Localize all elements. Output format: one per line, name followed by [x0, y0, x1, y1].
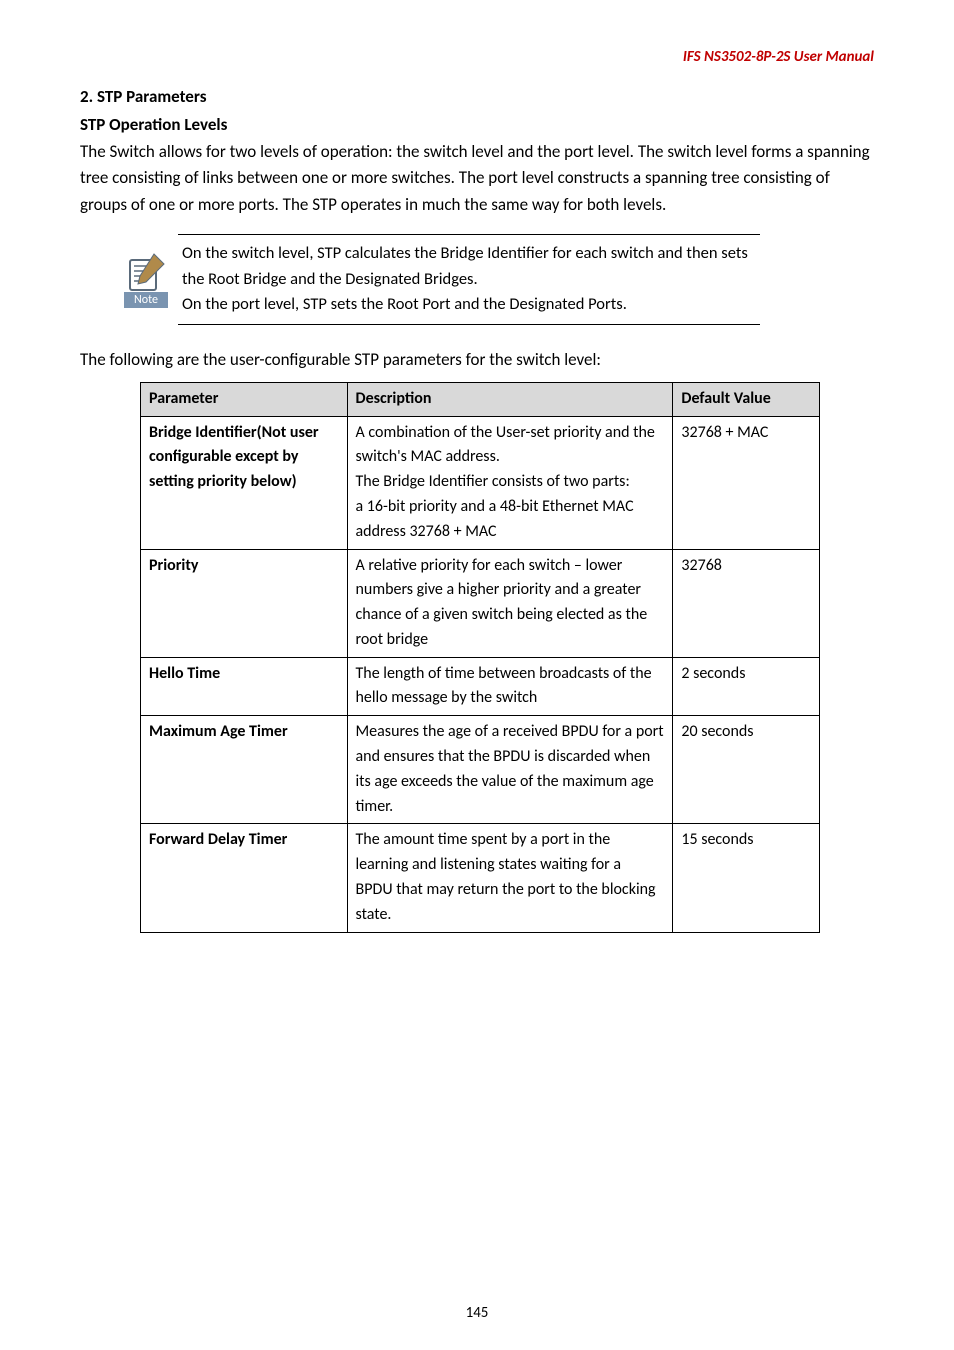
intro-paragraph: The Switch allows for two levels of oper…	[80, 139, 874, 218]
note-pencil-icon	[124, 250, 168, 294]
cell-default-value: 2 seconds	[673, 657, 820, 716]
th-description: Description	[347, 382, 673, 416]
cell-default-value: 15 seconds	[673, 824, 820, 932]
stp-parameters-table: Parameter Description Default Value Brid…	[140, 382, 820, 933]
cell-parameter: Maximum Age Timer	[141, 716, 348, 824]
cell-description: A relative priority for each switch – lo…	[347, 549, 673, 657]
table-header-row: Parameter Description Default Value	[141, 382, 820, 416]
note-block: Note On the switch level, STP calculates…	[120, 234, 760, 325]
cell-description: The length of time between broadcasts of…	[347, 657, 673, 716]
cell-parameter: Hello Time	[141, 657, 348, 716]
cell-parameter: Priority	[141, 549, 348, 657]
note-line-1: On the switch level, STP calculates the …	[182, 243, 748, 289]
doc-header: IFS NS3502-8P-2S User Manual	[80, 48, 874, 66]
cell-default-value: 32768 + MAC	[673, 416, 820, 549]
table-row: PriorityA relative priority for each swi…	[141, 549, 820, 657]
note-icon-cell: Note	[120, 234, 178, 325]
th-default-value: Default Value	[673, 382, 820, 416]
note-line-2: On the port level, STP sets the Root Por…	[182, 294, 627, 314]
table-row: Bridge Identifier(Not user configurable …	[141, 416, 820, 549]
th-parameter: Parameter	[141, 382, 348, 416]
note-label: Note	[124, 292, 168, 308]
note-text: On the switch level, STP calculates the …	[178, 234, 760, 325]
heading-stp-operation-levels: STP Operation Levels	[80, 112, 874, 138]
cell-description: Measures the age of a received BPDU for …	[347, 716, 673, 824]
page-number: 145	[0, 1304, 954, 1322]
table-row: Forward Delay TimerThe amount time spent…	[141, 824, 820, 932]
table-intro: The following are the user-configurable …	[80, 349, 874, 370]
table-row: Maximum Age TimerMeasures the age of a r…	[141, 716, 820, 824]
cell-default-value: 20 seconds	[673, 716, 820, 824]
cell-default-value: 32768	[673, 549, 820, 657]
table-row: Hello TimeThe length of time between bro…	[141, 657, 820, 716]
heading-stp-parameters: 2. STP Parameters	[80, 84, 874, 110]
cell-description: A combination of the User-set priority a…	[347, 416, 673, 549]
cell-parameter: Forward Delay Timer	[141, 824, 348, 932]
cell-description: The amount time spent by a port in the l…	[347, 824, 673, 932]
cell-parameter: Bridge Identifier(Not user configurable …	[141, 416, 348, 549]
